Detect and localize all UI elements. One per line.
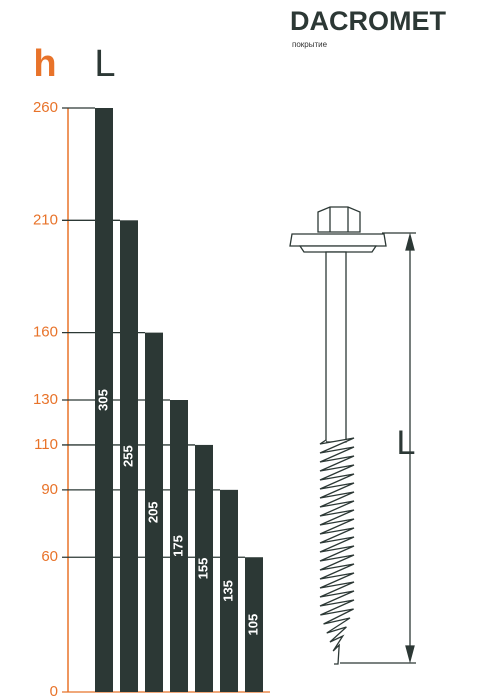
y-tick-label: 60 bbox=[41, 548, 58, 565]
l-label: L bbox=[94, 43, 115, 85]
y-tick-label: 210 bbox=[33, 211, 58, 228]
y-tick-label: 160 bbox=[33, 324, 58, 341]
bar-label: 305 bbox=[95, 389, 110, 411]
y-tick-label: 110 bbox=[34, 436, 58, 453]
bar bbox=[195, 444, 213, 692]
dimension-arrows bbox=[405, 232, 415, 664]
y-tick-label: 130 bbox=[33, 391, 58, 408]
bar bbox=[170, 400, 188, 692]
y-tick-label: 90 bbox=[41, 481, 58, 498]
bar-label: 175 bbox=[170, 535, 185, 557]
screw-washer bbox=[289, 233, 387, 247]
bar-label: 135 bbox=[220, 580, 235, 602]
screw-shank bbox=[325, 251, 347, 443]
bar-label: 105 bbox=[245, 614, 260, 636]
dimension-label: L bbox=[397, 424, 416, 462]
screw-head bbox=[317, 206, 361, 233]
brand-subtitle: покрытие bbox=[292, 40, 328, 49]
bar bbox=[95, 108, 113, 692]
h-label: h bbox=[33, 43, 56, 85]
bar bbox=[120, 220, 138, 693]
bar-label: 255 bbox=[120, 445, 135, 467]
bar bbox=[245, 557, 263, 692]
y-tick-label: 0 bbox=[50, 683, 58, 699]
bar-label: 155 bbox=[195, 558, 210, 580]
y-tick-label: 260 bbox=[33, 99, 58, 116]
bar bbox=[145, 332, 163, 692]
brand-name: DACROMET bbox=[290, 6, 446, 36]
bar-label: 205 bbox=[145, 501, 160, 523]
screw-thread bbox=[319, 437, 355, 665]
screw-seal bbox=[298, 245, 378, 253]
bar bbox=[220, 489, 238, 692]
screw-drawing bbox=[289, 206, 416, 665]
